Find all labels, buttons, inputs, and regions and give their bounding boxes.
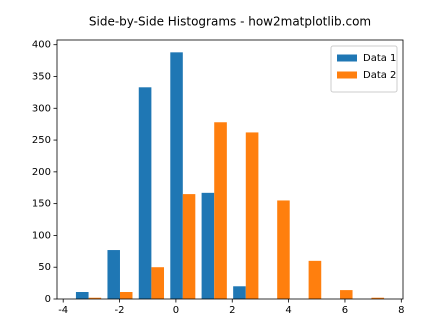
y-tick-label: 300: [32, 103, 51, 114]
bar: [245, 132, 259, 299]
legend-label: Data 1: [363, 53, 396, 64]
x-tick-label: 8: [398, 305, 404, 316]
bar: [371, 297, 385, 299]
y-tick-label: 150: [32, 199, 51, 210]
x-tick-label: 4: [285, 305, 291, 316]
x-tick-label: -2: [115, 305, 125, 316]
x-tick-label: 2: [229, 305, 235, 316]
legend: Data 1 Data 2: [330, 45, 398, 93]
y-tick-label: 100: [32, 230, 51, 241]
bar: [88, 297, 102, 299]
y-tick-label: 250: [32, 135, 51, 146]
y-tick-label: 0: [45, 294, 51, 305]
y-tick-label: 350: [32, 71, 51, 82]
legend-swatch: [337, 54, 357, 62]
x-tick-label: 0: [173, 305, 179, 316]
x-tick-label: -4: [58, 305, 68, 316]
x-tick-label: 6: [342, 305, 348, 316]
bar: [107, 250, 120, 299]
bar: [214, 122, 227, 299]
bar: [151, 267, 165, 299]
bar: [75, 292, 89, 299]
y-tick-label: 200: [32, 167, 51, 178]
bar: [201, 192, 215, 299]
bar: [170, 52, 183, 300]
bar: [340, 290, 353, 299]
legend-label: Data 2: [363, 70, 396, 81]
bar: [138, 87, 152, 299]
chart-title: Side-by-Side Histograms - how2matplotlib…: [89, 15, 371, 29]
y-tick-label: 50: [38, 262, 51, 273]
bar: [308, 260, 322, 299]
y-tick-label: 400: [32, 40, 51, 51]
bar: [233, 286, 246, 299]
legend-swatch: [337, 71, 357, 79]
bar: [277, 200, 290, 299]
bar: [182, 194, 196, 299]
plot-frame: [56, 39, 404, 300]
bar: [119, 292, 133, 299]
